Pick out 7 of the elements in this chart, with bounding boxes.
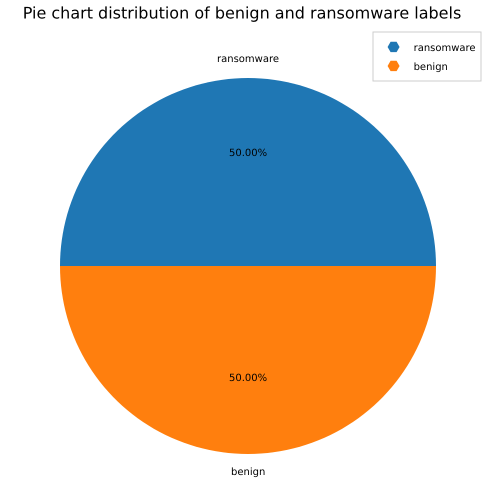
data-label: 50.00% bbox=[229, 373, 268, 384]
data-label: 50.00% bbox=[229, 148, 268, 159]
legend-label: ransomware bbox=[414, 42, 476, 54]
legend-label: benign bbox=[414, 62, 448, 73]
slice-label: benign bbox=[231, 467, 266, 478]
slice-label: ransomware bbox=[217, 54, 279, 65]
chart-title: Pie chart distribution of benign and ransomware labels bbox=[22, 3, 462, 22]
